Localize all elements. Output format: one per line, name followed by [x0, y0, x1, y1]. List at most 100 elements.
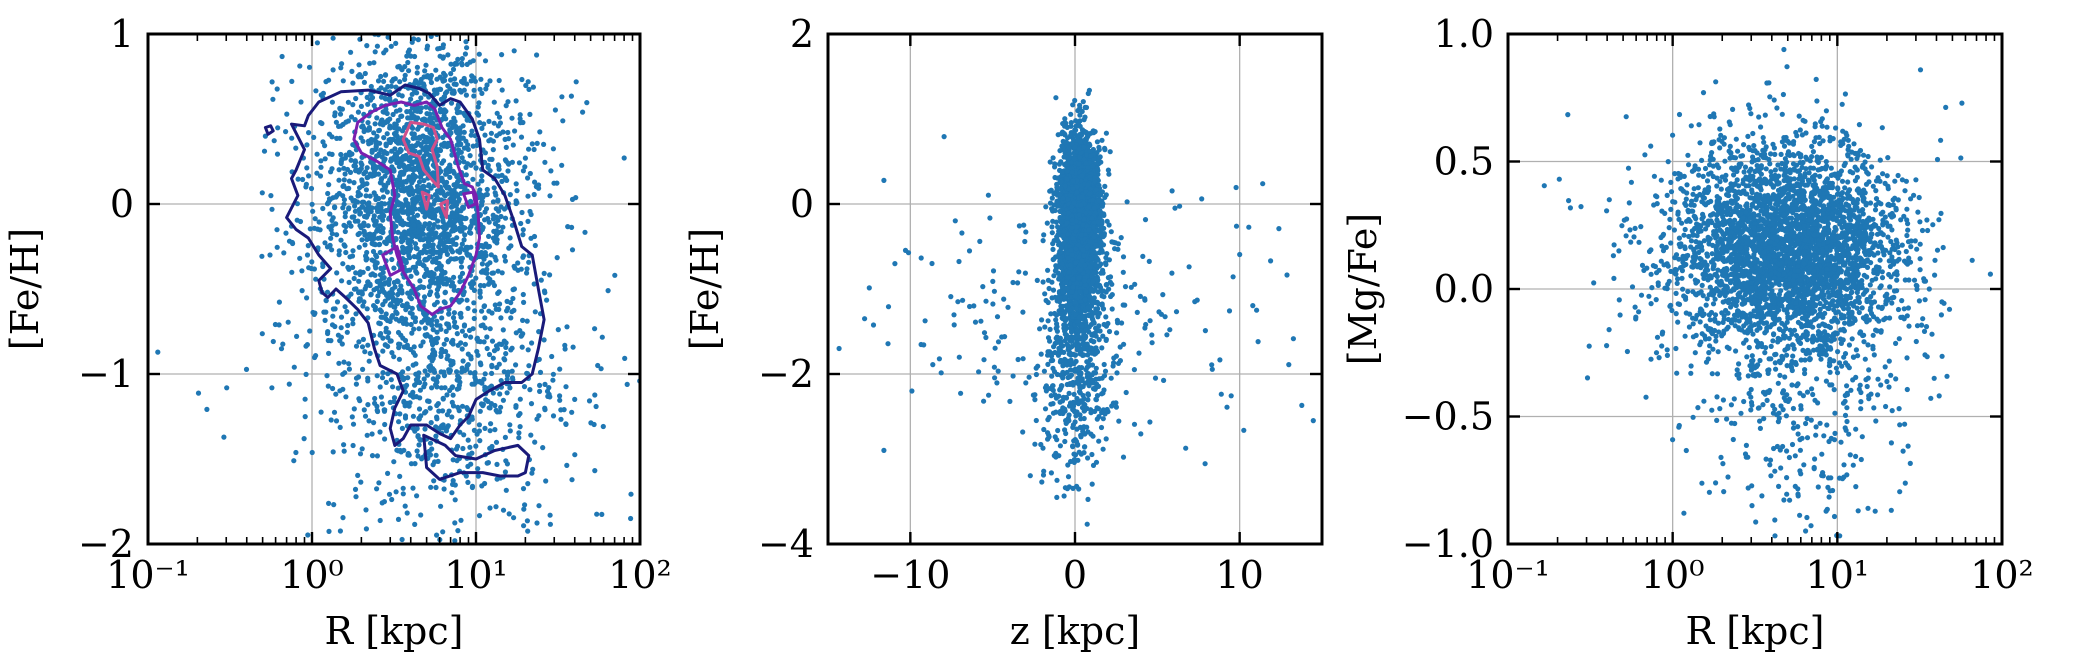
scatter-point — [504, 308, 510, 314]
x-axis-label: R [kpc] — [325, 609, 464, 653]
scatter-point — [276, 322, 282, 328]
scatter-point — [285, 319, 291, 325]
scatter-point — [517, 424, 523, 430]
scatter-point — [482, 58, 489, 64]
scatter-point — [505, 99, 511, 105]
scatter-point — [365, 120, 371, 126]
scatter-point — [324, 289, 331, 295]
scatter-point — [279, 53, 285, 60]
scatter-point — [393, 84, 399, 90]
scatter-point — [361, 407, 367, 413]
scatter-point — [441, 486, 447, 492]
scatter-point — [355, 374, 362, 380]
scatter-point — [320, 90, 326, 96]
scatter-point — [429, 351, 436, 357]
scatter-point — [454, 110, 460, 116]
scatter-point — [336, 190, 342, 197]
scatter-point — [374, 115, 380, 121]
scatter-point — [439, 315, 445, 321]
x-tick-label: 10⁻¹ — [106, 553, 190, 597]
scatter-point — [349, 68, 355, 74]
scatter-point — [466, 452, 472, 458]
scatter-point — [351, 406, 357, 412]
scatter-point — [525, 347, 531, 353]
scatter-point — [475, 181, 481, 187]
contour-line — [401, 120, 440, 189]
scatter-point — [505, 168, 511, 174]
scatter-point — [358, 103, 364, 109]
scatter-point — [484, 460, 490, 466]
scatter-point — [331, 502, 337, 508]
scatter-point — [346, 366, 352, 372]
scatter-point — [441, 299, 447, 305]
scatter-point — [464, 297, 470, 303]
scatter-point — [488, 421, 494, 427]
scatter-point — [416, 406, 423, 412]
scatter-point — [413, 361, 419, 367]
scatter-point — [351, 163, 357, 169]
scatter-point — [399, 315, 405, 321]
scatter-point — [532, 309, 538, 315]
scatter-point — [450, 168, 456, 174]
scatter-point — [425, 320, 431, 326]
scatter-point — [298, 99, 304, 105]
scatter-point — [400, 491, 406, 497]
scatter-point — [388, 43, 394, 49]
scatter-point — [508, 243, 514, 249]
scatter-point — [357, 398, 363, 404]
scatter-point — [523, 82, 529, 89]
scatter-point — [490, 147, 496, 153]
scatter-point — [521, 523, 527, 529]
scatter-point — [381, 281, 387, 287]
scatter-point — [350, 102, 356, 108]
scatter-point — [592, 392, 598, 398]
scatter-point — [452, 76, 458, 82]
scatter-point — [289, 135, 295, 141]
scatter-point — [446, 325, 452, 331]
scatter-point — [457, 279, 463, 285]
scatter-point — [373, 146, 379, 152]
scatter-point — [471, 381, 477, 387]
scatter-point — [364, 432, 370, 438]
scatter-point — [410, 264, 416, 270]
scatter-point — [438, 190, 444, 196]
scatter-point — [369, 257, 375, 263]
scatter-point — [410, 413, 416, 419]
scatter-point — [337, 111, 344, 117]
scatter-point — [355, 167, 361, 173]
scatter-point — [274, 86, 280, 92]
scatter-point — [437, 254, 443, 260]
scatter-point — [342, 210, 348, 216]
scatter-point — [325, 190, 331, 197]
scatter-point — [393, 40, 399, 47]
scatter-point — [481, 376, 487, 382]
scatter-point — [530, 84, 537, 90]
scatter-point — [1044, 220, 1050, 226]
scatter-point — [402, 503, 408, 509]
scatter-point — [487, 260, 493, 266]
scatter-point — [422, 332, 428, 338]
scatter-point — [434, 532, 440, 538]
scatter-point — [409, 180, 415, 186]
x-tick-label: 10⁰ — [280, 553, 344, 597]
scatter-point — [499, 52, 505, 58]
scatter-point — [332, 323, 338, 330]
scatter-point — [310, 309, 316, 316]
scatter-point — [495, 198, 501, 204]
scatter-point — [621, 155, 627, 161]
scatter-point — [502, 469, 508, 475]
scatter-point — [478, 249, 485, 256]
scatter-point — [303, 371, 309, 377]
scatter-point — [580, 109, 586, 115]
scatter-point — [393, 223, 399, 229]
scatter-point — [529, 470, 535, 476]
scatter-point — [347, 254, 353, 260]
scatter-point — [322, 240, 328, 246]
scatter-point — [440, 246, 447, 252]
scatter-point — [404, 342, 410, 348]
scatter-point — [342, 304, 348, 310]
scatter-point — [388, 83, 394, 89]
scatter-point — [490, 355, 496, 361]
scatter-point — [434, 329, 440, 335]
